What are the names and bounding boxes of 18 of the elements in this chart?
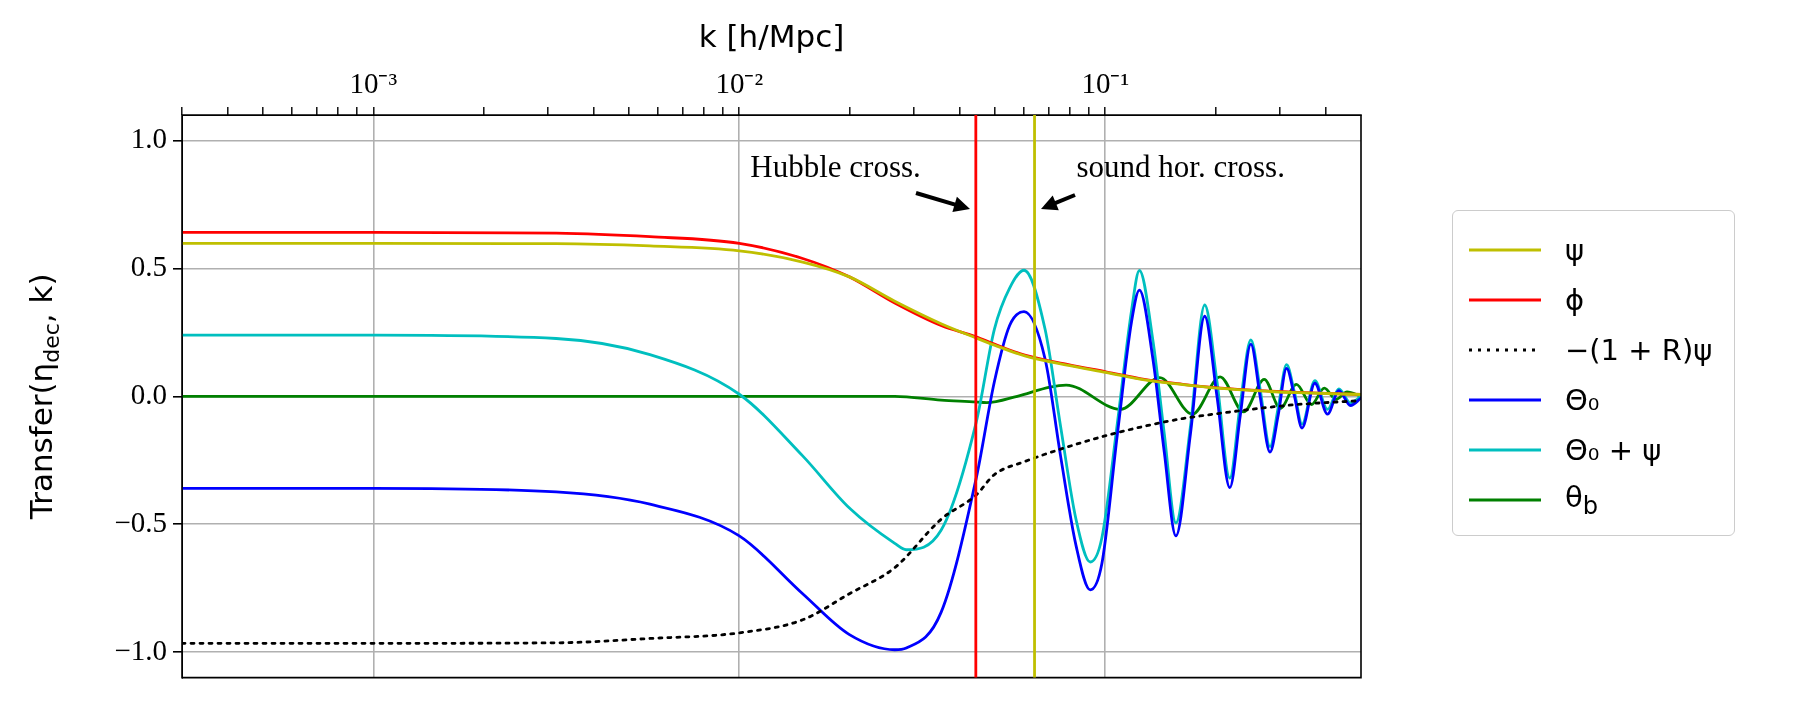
y-tick-label: 1.0 [130,122,167,155]
legend-label: θ$_{b}$ [1565,480,1599,520]
legend-label: Θ₀ [1565,383,1600,417]
y-tick-label: −0.5 [114,505,167,538]
legend-label: Θ₀ + ψ [1565,433,1662,467]
x-tick-label: 10⁻³ [349,67,398,100]
x-axis-title: k [h/Mpc] [698,17,845,54]
y-tick-label: −1.0 [114,633,167,666]
legend-label: ϕ [1565,283,1585,317]
ref-line-label: sound hor. cross. [1076,149,1285,184]
x-tick-label: 10⁻² [715,67,764,100]
legend-label: −(1 + R)ψ [1565,333,1713,367]
legend-label: ψ [1565,233,1585,267]
y-tick-label: 0.5 [130,250,167,283]
x-tick-label: 10⁻¹ [1081,67,1130,100]
ref-line-label: Hubble cross. [750,149,921,184]
y-axis-title: Transfer(ηdec, k) [23,273,65,521]
y-tick-label: 0.0 [130,377,167,410]
